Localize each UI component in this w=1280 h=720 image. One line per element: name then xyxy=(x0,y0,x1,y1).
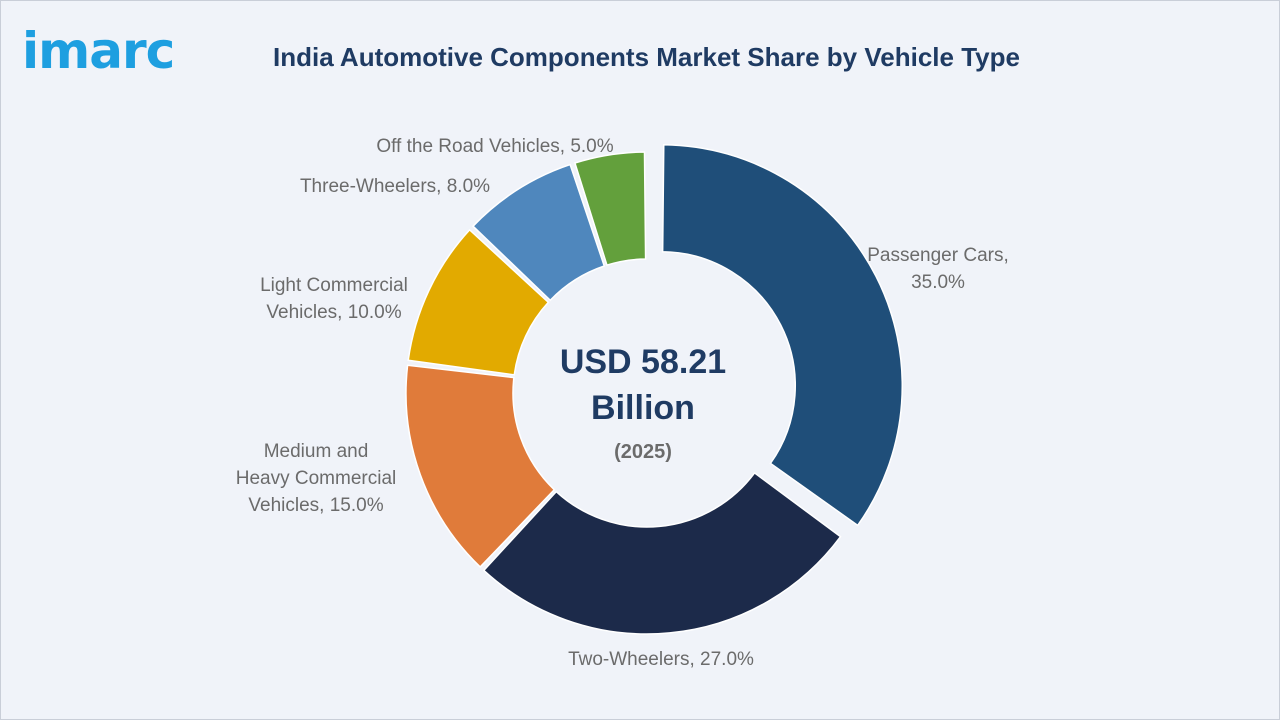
label-passenger-cars: Passenger Cars, 35.0% xyxy=(867,245,1009,293)
donut-slices xyxy=(405,143,903,635)
label-off-the-road-vehicles: Off the Road Vehicles, 5.0% xyxy=(376,136,613,157)
label-medium-and-heavy-commercial-vehicles: Medium and Heavy Commercial Vehicles, 15.0… xyxy=(236,441,396,516)
label-two-wheelers: Two-Wheelers, 27.0% xyxy=(568,649,754,670)
chart-title: India Automotive Components Market Share… xyxy=(273,42,1020,72)
slice-passenger-cars xyxy=(661,143,903,527)
slice-medium-and-heavy-commercial-vehicles xyxy=(405,364,556,569)
center-year: (2025) xyxy=(614,441,672,463)
imarc-logo: imarc xyxy=(22,22,175,80)
label-three-wheelers: Three-Wheelers, 8.0% xyxy=(300,176,490,197)
center-value: USD 58.21 xyxy=(560,343,726,381)
slice-two-wheelers xyxy=(482,471,842,635)
slice-light-commercial-vehicles xyxy=(407,228,550,376)
label-light-commercial-vehicles: Light Commercial Vehicles, 10.0% xyxy=(260,275,408,323)
slice-labels: Passenger Cars, 35.0% Two-Wheelers, 27.0% M… xyxy=(236,136,1009,670)
slice-three-wheelers xyxy=(471,163,606,302)
center-unit: Billion xyxy=(591,389,695,427)
slice-off-the-road-vehicles xyxy=(573,151,647,267)
